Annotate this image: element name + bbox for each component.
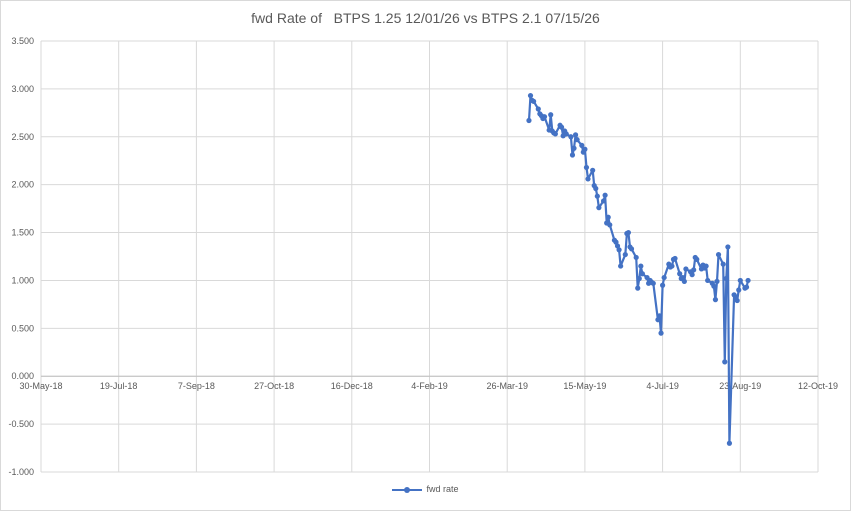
data-point — [636, 275, 642, 282]
x-tick-label: 26-Mar-19 — [486, 381, 528, 391]
data-point — [552, 131, 558, 137]
x-tick-label: 23-Aug-19 — [719, 381, 761, 391]
y-tick-label: 2.500 — [11, 132, 34, 142]
data-point — [548, 112, 554, 118]
data-point — [734, 297, 740, 304]
data-point — [569, 152, 576, 158]
data-point — [669, 263, 675, 269]
data-point — [723, 275, 729, 282]
data-point — [600, 198, 607, 204]
data-point — [633, 254, 639, 261]
data-point — [618, 263, 624, 269]
data-point — [703, 263, 709, 269]
series-fwd-rate — [526, 92, 751, 446]
data-point — [661, 274, 667, 281]
data-point — [558, 124, 565, 130]
data-point — [720, 261, 726, 267]
y-tick-label: 1.500 — [11, 228, 34, 238]
data-point — [607, 222, 613, 228]
data-point — [725, 244, 731, 250]
x-tick-label: 4-Feb-19 — [411, 381, 448, 391]
data-point — [672, 255, 678, 262]
data-point — [622, 251, 628, 258]
x-tick-label: 30-May-18 — [19, 381, 62, 391]
data-point — [582, 146, 588, 152]
data-point — [683, 266, 689, 272]
data-point — [563, 131, 569, 137]
data-point — [743, 284, 750, 290]
x-tick-label: 12-Oct-19 — [798, 381, 838, 391]
data-point — [593, 185, 599, 192]
series-line — [527, 94, 750, 445]
data-point — [736, 287, 742, 293]
data-point — [594, 193, 600, 199]
data-point — [583, 164, 590, 171]
data-point — [737, 277, 743, 284]
data-point — [705, 277, 711, 284]
y-axis-ticks: 3.500 3.000 2.500 2.000 1.500 1.000 0.500 0.000… — [8, 36, 34, 477]
data-point — [535, 106, 541, 112]
x-tick-label: 7-Sep-18 — [178, 381, 215, 391]
data-point — [568, 134, 574, 140]
legend-label: fwd rate — [426, 484, 459, 494]
data-point — [602, 192, 608, 198]
data-point — [585, 176, 591, 182]
chart-title: fwd Rate of BTPS 1.25 12/01/26 vs BTPS 2… — [251, 10, 600, 26]
data-point — [527, 92, 534, 99]
data-point — [526, 117, 532, 124]
data-point — [635, 285, 641, 291]
data-point — [715, 251, 722, 258]
data-point — [681, 278, 687, 285]
y-tick-label: -1.000 — [8, 467, 34, 477]
data-point — [650, 280, 656, 286]
legend: fwd rate — [0, 484, 851, 494]
data-point — [531, 98, 537, 104]
data-point — [712, 297, 719, 303]
data-point — [639, 271, 645, 277]
data-point — [711, 283, 717, 289]
y-tick-label: 3.500 — [11, 36, 34, 46]
y-tick-label: 0.000 — [11, 371, 34, 381]
gridlines — [40, 40, 819, 473]
y-tick-label: -0.500 — [8, 419, 34, 429]
data-point — [605, 214, 611, 220]
y-tick-label: 0.500 — [11, 323, 34, 333]
data-point — [571, 145, 577, 151]
data-point — [628, 246, 635, 252]
data-point — [579, 142, 585, 148]
data-point — [722, 359, 728, 365]
data-point — [726, 440, 733, 446]
y-tick-label: 3.000 — [11, 84, 34, 94]
x-tick-label: 27-Oct-18 — [254, 381, 294, 391]
data-point — [656, 313, 663, 319]
y-tick-label: 1.000 — [11, 275, 34, 285]
data-point — [572, 132, 579, 138]
data-point — [745, 277, 751, 284]
data-point — [590, 167, 596, 173]
x-tick-label: 19-Jul-18 — [100, 381, 138, 391]
data-point — [694, 256, 700, 262]
data-point — [691, 267, 697, 273]
data-point — [660, 282, 666, 288]
data-point — [625, 229, 632, 236]
x-tick-label: 16-Dec-18 — [331, 381, 373, 391]
data-point — [541, 114, 548, 120]
data-point — [638, 263, 644, 269]
data-point — [658, 330, 664, 336]
legend-line-marker-icon — [392, 485, 423, 494]
x-tick-label: 15-May-19 — [563, 381, 606, 391]
x-tick-label: 4-Jul-19 — [646, 381, 679, 391]
data-point — [574, 137, 580, 143]
data-point — [714, 278, 720, 285]
x-axis-ticks: 30-May-18 19-Jul-18 7-Sep-18 27-Oct-18 16-De… — [19, 381, 838, 391]
y-tick-label: 2.000 — [11, 180, 34, 190]
data-point — [689, 272, 695, 278]
data-point — [616, 247, 622, 253]
data-point — [677, 271, 683, 277]
data-point — [596, 205, 602, 211]
